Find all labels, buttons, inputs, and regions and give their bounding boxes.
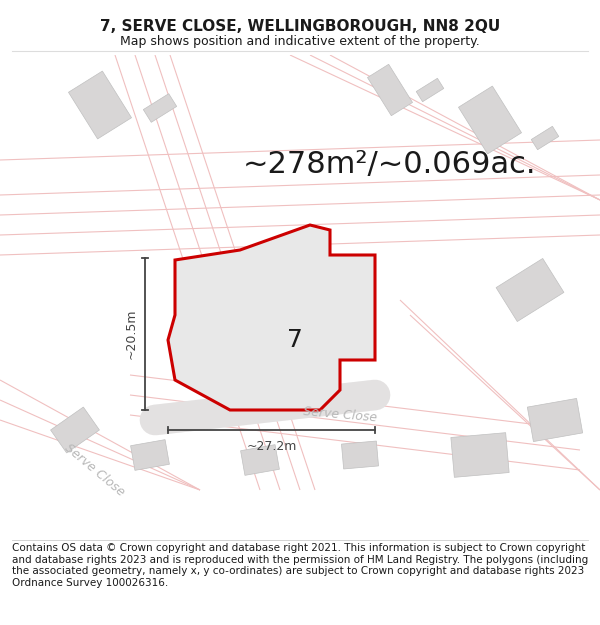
Polygon shape — [341, 441, 379, 469]
Polygon shape — [451, 432, 509, 478]
Polygon shape — [131, 439, 169, 471]
Text: Serve Close: Serve Close — [302, 405, 377, 425]
Polygon shape — [527, 398, 583, 442]
Polygon shape — [458, 86, 521, 154]
Text: Map shows position and indicative extent of the property.: Map shows position and indicative extent… — [120, 35, 480, 48]
Polygon shape — [241, 444, 280, 476]
Text: 7: 7 — [287, 328, 303, 352]
Text: ~27.2m: ~27.2m — [247, 439, 296, 452]
Polygon shape — [496, 259, 564, 321]
Polygon shape — [168, 225, 375, 410]
Polygon shape — [68, 71, 131, 139]
Polygon shape — [367, 64, 413, 116]
Text: Contains OS data © Crown copyright and database right 2021. This information is : Contains OS data © Crown copyright and d… — [12, 543, 588, 588]
Text: ~20.5m: ~20.5m — [125, 309, 137, 359]
Polygon shape — [531, 126, 559, 150]
Text: ~278m²/~0.069ac.: ~278m²/~0.069ac. — [243, 151, 537, 179]
Polygon shape — [50, 407, 100, 453]
Text: 7, SERVE CLOSE, WELLINGBOROUGH, NN8 2QU: 7, SERVE CLOSE, WELLINGBOROUGH, NN8 2QU — [100, 19, 500, 34]
Polygon shape — [416, 78, 444, 102]
Text: Serve Close: Serve Close — [62, 441, 128, 499]
Polygon shape — [143, 94, 176, 122]
